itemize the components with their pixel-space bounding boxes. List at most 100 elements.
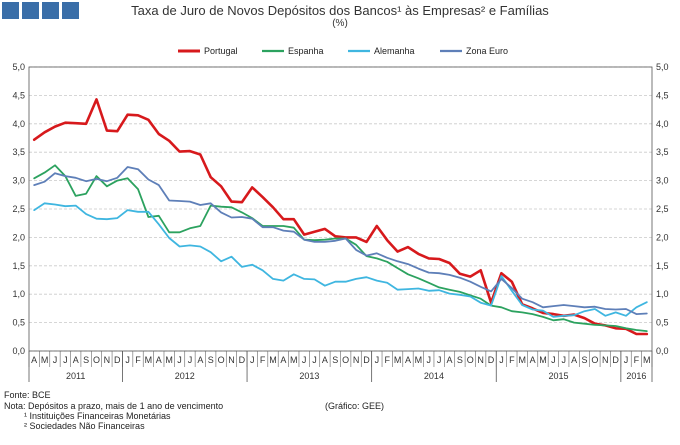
x-tick-label: A [405, 355, 411, 365]
x-tick-label: N [477, 355, 484, 365]
y-tick-label-left: 1,5 [12, 261, 25, 271]
x-tick-label: O [93, 355, 100, 365]
y-tick-label-left: 2,0 [12, 232, 25, 242]
chart-subtitle: (%) [332, 18, 348, 29]
x-tick-label: S [208, 355, 214, 365]
x-tick-label: M [145, 355, 153, 365]
x-tick-label: M [269, 355, 277, 365]
x-tick-label: J [375, 355, 380, 365]
x-tick-label: F [384, 355, 390, 365]
x-tick-label: J [250, 355, 255, 365]
x-tick-label: S [582, 355, 588, 365]
y-tick-label-left: 3,0 [12, 176, 25, 186]
y-tick-label-left: 3,5 [12, 147, 25, 157]
y-tick-label-right: 1,0 [656, 289, 669, 299]
x-tick-label: D [363, 355, 370, 365]
x-tick-label: A [31, 355, 37, 365]
footer-credit: (Gráfico: GEE) [325, 401, 385, 411]
x-tick-label: J [427, 355, 432, 365]
y-tick-label-right: 3,0 [656, 176, 669, 186]
legend-label: Zona Euro [466, 46, 508, 56]
x-tick-label: J [499, 355, 504, 365]
y-tick-label-left: 4,5 [12, 90, 25, 100]
legend-label: Portugal [204, 46, 238, 56]
x-tick-label: N [602, 355, 609, 365]
series-line-zona-euro [33, 166, 648, 316]
y-tick-label-left: 1,0 [12, 289, 25, 299]
year-label: 2011 [66, 371, 85, 381]
x-tick-label: D [612, 355, 619, 365]
footer-note-2: ² Sociedades Não Financeiras [24, 421, 145, 431]
year-label: 2015 [549, 371, 569, 381]
x-tick-label: J [53, 355, 58, 365]
y-tick-label-left: 4,0 [12, 119, 25, 129]
x-tick-label: J [624, 355, 629, 365]
x-tick-label: J [177, 355, 182, 365]
year-label: 2012 [175, 371, 195, 381]
x-tick-label: M [415, 355, 423, 365]
x-tick-label: J [188, 355, 193, 365]
x-tick-label: M [643, 355, 651, 365]
header-logo-squares [2, 2, 79, 19]
y-tick-label-right: 0,5 [656, 318, 669, 328]
x-tick-label: A [530, 355, 536, 365]
series-line-alemanha [33, 202, 648, 318]
x-tick-label: A [322, 355, 328, 365]
x-tick-label: J [125, 355, 130, 365]
x-tick-label: D [239, 355, 246, 365]
y-tick-label-right: 2,0 [656, 232, 669, 242]
x-tick-label: D [114, 355, 121, 365]
x-tick-label: F [260, 355, 266, 365]
y-tick-label-left: 2,5 [12, 204, 25, 214]
x-tick-label: J [302, 355, 307, 365]
x-tick-label: A [156, 355, 162, 365]
series-line-portugal [32, 98, 649, 336]
x-tick-label: S [332, 355, 338, 365]
footer-note-1: ¹ Instituições Financeiras Monetárias [24, 411, 171, 421]
legend-label: Alemanha [374, 46, 415, 56]
year-label: 2014 [424, 371, 444, 381]
x-tick-label: A [280, 355, 286, 365]
x-tick-label: O [218, 355, 225, 365]
x-tick-label: N [104, 355, 111, 365]
y-tick-label-left: 0,0 [12, 346, 25, 356]
x-tick-label: A [447, 355, 453, 365]
x-tick-label: M [394, 355, 402, 365]
x-tick-label: M [41, 355, 49, 365]
x-tick-label: A [73, 355, 79, 365]
x-tick-label: M [290, 355, 298, 365]
y-tick-label-right: 3,5 [656, 147, 669, 157]
x-tick-label: J [63, 355, 68, 365]
x-tick-label: D [488, 355, 495, 365]
x-tick-label: J [437, 355, 442, 365]
x-tick-label: S [457, 355, 463, 365]
x-tick-label: F [634, 355, 640, 365]
footer-note: Nota: Depósitos a prazo, mais de 1 ano d… [4, 401, 224, 411]
x-tick-label: N [228, 355, 235, 365]
x-tick-label: J [561, 355, 566, 365]
chart-title: Taxa de Juro de Novos Depósitos dos Banc… [131, 3, 549, 18]
y-tick-label-right: 4,0 [656, 119, 669, 129]
x-tick-label: M [518, 355, 526, 365]
y-tick-label-left: 0,5 [12, 318, 25, 328]
y-tick-label-right: 1,5 [656, 261, 669, 271]
y-tick-label-right: 2,5 [656, 204, 669, 214]
y-tick-label-right: 4,5 [656, 90, 669, 100]
x-tick-label: O [342, 355, 349, 365]
x-tick-label: A [197, 355, 203, 365]
x-tick-label: N [353, 355, 360, 365]
x-tick-label: M [539, 355, 547, 365]
x-tick-label: J [312, 355, 317, 365]
x-tick-label: J [551, 355, 556, 365]
x-tick-label: O [591, 355, 598, 365]
x-tick-label: O [467, 355, 474, 365]
x-tick-label: F [135, 355, 141, 365]
footer-source: Fonte: BCE [4, 390, 51, 400]
year-label: 2013 [299, 371, 319, 381]
x-tick-label: S [83, 355, 89, 365]
y-tick-label-right: 0,0 [656, 346, 669, 356]
x-tick-label: M [165, 355, 173, 365]
y-tick-label-right: 5,0 [656, 62, 669, 72]
series-line-espanha [33, 164, 648, 333]
